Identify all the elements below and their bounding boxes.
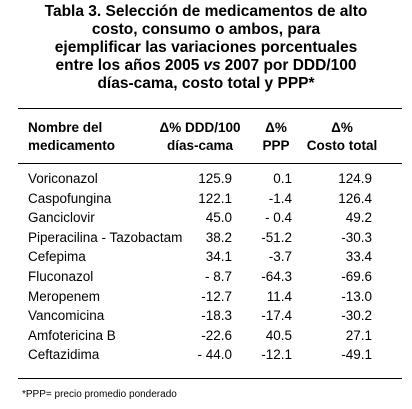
value-cell: 49.2 <box>345 210 372 226</box>
value-cell: - 8.7 <box>204 269 232 284</box>
value-cell: 11.4 <box>266 288 292 304</box>
drug-name: Cefepima <box>28 249 86 265</box>
drug-name: Caspofungina <box>28 190 112 206</box>
drug-name: Ceftazidima <box>28 347 100 363</box>
value-cell: -13.0 <box>341 288 372 304</box>
title-line: días-cama, costo total y PPP* <box>97 75 315 92</box>
rule <box>18 108 402 109</box>
value-cell: 27.1 <box>345 327 372 343</box>
value-cell: -18.3 <box>201 308 232 324</box>
drug-name: Amfotericina B <box>28 327 116 343</box>
value-cell: -30.3 <box>341 229 372 245</box>
title-line: ejemplificar las variaciones porcentuale… <box>54 39 358 56</box>
value-cell: -17.4 <box>261 308 292 324</box>
header-cell: Nombre del <box>28 120 103 135</box>
value-cell: -69.6 <box>341 269 372 284</box>
header-cell: días-cama <box>166 138 234 153</box>
value-cell: 122.1 <box>198 190 232 206</box>
rule <box>18 378 402 379</box>
value-cell: -12.1 <box>261 347 292 363</box>
value-cell: 34.1 <box>205 249 232 265</box>
value-cell: 125.9 <box>198 171 232 186</box>
value-cell: 40.5 <box>265 327 292 343</box>
drug-name: Piperacilina - Tazobactam <box>28 229 183 245</box>
value-cell: 126.4 <box>338 190 372 206</box>
drug-name: Fluconazol <box>28 269 94 284</box>
drug-name: Ganciclovir <box>28 210 95 226</box>
footnote: *PPP= precio promedio ponderado <box>22 389 177 400</box>
title-text: 2007 por DDD/100 <box>224 57 357 74</box>
header-cell: PPP <box>262 138 290 153</box>
drug-name: Voriconazol <box>28 171 98 186</box>
drug-name: Meropenem <box>28 288 101 304</box>
header-cell: Δ% <box>331 120 353 135</box>
header-cell: Costo total <box>306 138 378 153</box>
value-cell: -51.2 <box>261 229 292 245</box>
value-cell: -12.7 <box>201 288 232 304</box>
value-cell: 0.1 <box>273 171 292 186</box>
value-cell: 124.9 <box>338 171 372 186</box>
title-text: entre los años 2005 <box>55 57 200 74</box>
value-cell: 38.2 <box>205 229 232 245</box>
value-cell: - 0.4 <box>264 210 292 226</box>
rule <box>18 163 402 164</box>
title-italic: vs <box>203 57 221 74</box>
header-cell: Δ% <box>265 120 287 135</box>
header-cell: Δ% DDD/100 <box>159 120 241 135</box>
value-cell: 33.4 <box>345 249 372 265</box>
value-cell: - 44.0 <box>197 347 232 363</box>
value-cell: -49.1 <box>341 347 372 363</box>
value-cell: 45.0 <box>205 210 232 226</box>
title-line: Tabla 3. Selección de medicamentos de al… <box>44 3 368 20</box>
value-cell: -22.6 <box>201 327 232 343</box>
value-cell: -64.3 <box>261 269 292 284</box>
title-line: costo, consumo o ambos, para <box>91 21 321 38</box>
header-cell: medicamento <box>28 138 116 153</box>
title-line: entre los años 2005 vs 2007 por DDD/100 <box>0 57 412 75</box>
value-cell: -1.4 <box>268 190 292 206</box>
value-cell: -30.2 <box>341 308 372 324</box>
drug-name: Vancomicina <box>28 308 105 324</box>
value-cell: -3.7 <box>268 249 292 265</box>
